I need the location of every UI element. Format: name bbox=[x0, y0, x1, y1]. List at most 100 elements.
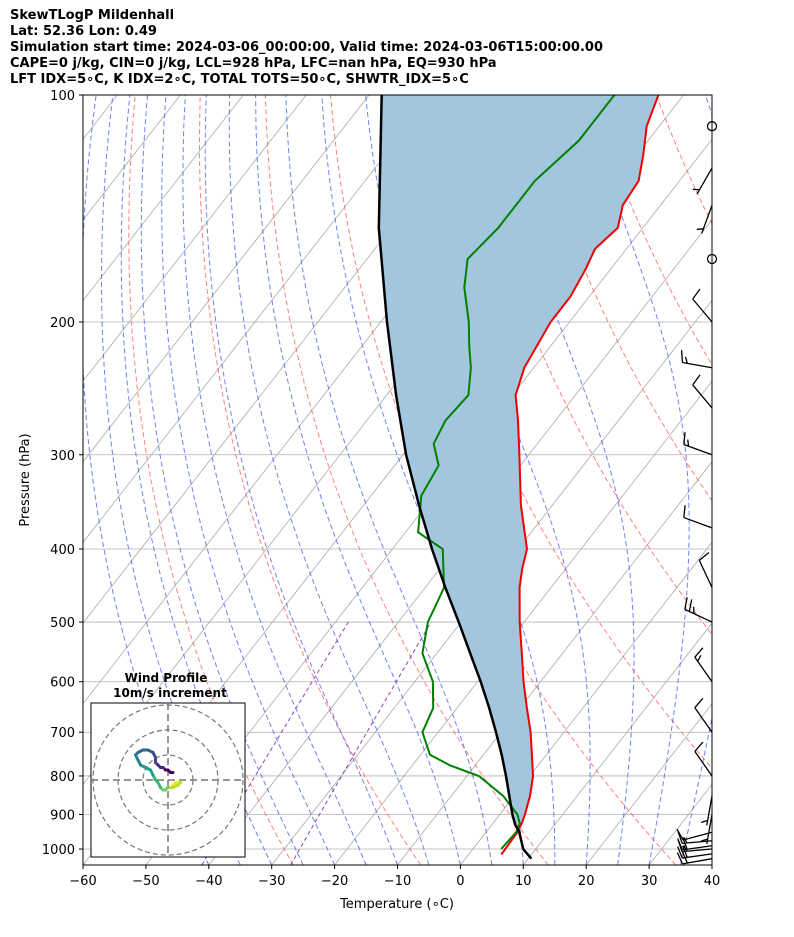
moist-adiabat-line bbox=[711, 862, 712, 865]
wind-barb bbox=[706, 121, 718, 132]
barb-feather bbox=[676, 828, 684, 841]
calm-wind-circle bbox=[706, 121, 718, 132]
temperature-profile-line bbox=[500, 95, 660, 856]
x-tick-label: 30 bbox=[641, 874, 658, 889]
barb-feather bbox=[683, 836, 688, 844]
isotherm-line bbox=[775, 95, 794, 865]
isotherm-line bbox=[334, 380, 712, 865]
barb-feather bbox=[687, 439, 690, 447]
parcel-profile-line bbox=[377, 95, 533, 860]
y-tick-label: 100 bbox=[50, 89, 75, 104]
barb-feather bbox=[694, 647, 704, 658]
barb-staff bbox=[683, 516, 713, 529]
wind-barb-layer bbox=[676, 121, 718, 865]
x-tick-label: −40 bbox=[195, 874, 222, 889]
x-tick-label: 10 bbox=[515, 874, 532, 889]
barb-feather bbox=[701, 838, 708, 842]
wind-barb bbox=[692, 167, 713, 195]
location-line: Lat: 52.36 Lon: 0.49 bbox=[10, 24, 157, 39]
x-axis-label: Temperature (∘C) bbox=[339, 897, 454, 912]
y-tick-label: 800 bbox=[50, 770, 75, 785]
wind-barb bbox=[706, 253, 718, 265]
barb-feather bbox=[694, 697, 704, 709]
x-tick-label: 40 bbox=[704, 874, 721, 889]
x-tick-label: −50 bbox=[132, 874, 159, 889]
dry-adiabat-line bbox=[787, 95, 794, 865]
y-tick-label: 600 bbox=[50, 676, 75, 691]
wind-barb bbox=[692, 374, 713, 409]
isotherm-line bbox=[83, 95, 433, 544]
y-tick-label: 200 bbox=[50, 316, 75, 331]
moist-adiabat-line bbox=[182, 95, 367, 865]
hodograph-plot bbox=[91, 703, 245, 857]
barb-staff bbox=[692, 384, 713, 409]
y-tick-label: 500 bbox=[50, 616, 75, 631]
indices-line: LFT IDX=5∘C, K IDX=2∘C, TOTAL TOTS=50∘C,… bbox=[10, 72, 469, 87]
dry-adiabat-line bbox=[264, 95, 549, 865]
dry-adiabat-line bbox=[330, 95, 677, 865]
hodograph-title: Wind Profile bbox=[125, 671, 208, 685]
isotherm-line bbox=[83, 95, 244, 302]
dry-adiabat-line bbox=[655, 95, 712, 225]
wind-barb bbox=[684, 597, 713, 623]
wind-barb bbox=[683, 432, 713, 456]
isotherm-line bbox=[83, 95, 370, 463]
hodograph-subtitle: 10m/s increment bbox=[113, 686, 227, 700]
mixing-ratio-line bbox=[290, 621, 432, 865]
wind-barb bbox=[698, 552, 713, 588]
x-tick-label: −30 bbox=[258, 874, 285, 889]
cape-line: CAPE=0 j/kg, CIN=0 j/kg, LCL=928 hPa, LF… bbox=[10, 56, 497, 71]
y-tick-label: 700 bbox=[50, 726, 75, 741]
moist-adiabat-line bbox=[680, 95, 712, 865]
moist-adiabat-line bbox=[228, 95, 430, 865]
barb-feather bbox=[692, 288, 701, 300]
time-line: Simulation start time: 2024-03-06_00:00:… bbox=[10, 40, 603, 55]
barb-staff bbox=[694, 751, 713, 777]
y-tick-label: 1000 bbox=[42, 843, 75, 858]
barb-feather bbox=[692, 374, 701, 386]
barb-staff bbox=[682, 831, 713, 841]
barb-feather bbox=[696, 228, 704, 231]
chart-header: SkewTLogP Mildenhall Lat: 52.36 Lon: 0.4… bbox=[10, 8, 603, 88]
x-tick-label: −20 bbox=[321, 874, 348, 889]
mixing-ratio-line bbox=[201, 621, 349, 865]
barb-staff bbox=[698, 560, 713, 588]
barb-feather bbox=[676, 852, 684, 865]
barb-feather bbox=[694, 741, 704, 752]
barb-feather bbox=[677, 838, 683, 851]
barb-feather bbox=[677, 846, 683, 859]
moist-adiabat-line bbox=[204, 95, 398, 865]
moist-adiabat-line bbox=[140, 95, 304, 865]
barb-feather bbox=[683, 845, 688, 852]
x-tick-label: −60 bbox=[69, 874, 96, 889]
barb-staff bbox=[694, 707, 713, 733]
barb-staff bbox=[692, 298, 713, 323]
wind-barb bbox=[676, 828, 713, 841]
isotherm-line bbox=[711, 864, 712, 865]
moist-adiabat-line bbox=[489, 95, 635, 865]
wind-barb bbox=[701, 814, 713, 845]
hodograph-inset bbox=[90, 702, 246, 858]
wind-barb bbox=[694, 741, 713, 777]
isotherm-line bbox=[522, 622, 712, 865]
wind-barb bbox=[696, 204, 713, 234]
calm-wind-circle bbox=[706, 253, 718, 265]
axes-layer: −60 −50 −40 −30 −20 −10 0 10 20 30 40 100 200 300 400 5… bbox=[42, 89, 720, 889]
x-tick-label: 0 bbox=[456, 874, 464, 889]
isotherm-line bbox=[83, 95, 307, 382]
y-tick-label: 900 bbox=[50, 809, 75, 824]
y-tick-label: 400 bbox=[50, 543, 75, 558]
barb-feather bbox=[688, 599, 693, 612]
barb-feather bbox=[680, 350, 684, 363]
barb-feather bbox=[701, 819, 708, 823]
x-tick-label: −10 bbox=[384, 874, 411, 889]
wind-barb bbox=[692, 288, 713, 323]
barb-feather bbox=[684, 356, 689, 364]
barb-staff bbox=[682, 361, 713, 369]
barb-feather bbox=[683, 432, 686, 445]
dry-adiabat-line bbox=[198, 95, 422, 865]
barb-feather bbox=[697, 655, 702, 662]
x-tick-label: 20 bbox=[578, 874, 595, 889]
profile-layer bbox=[377, 95, 660, 860]
